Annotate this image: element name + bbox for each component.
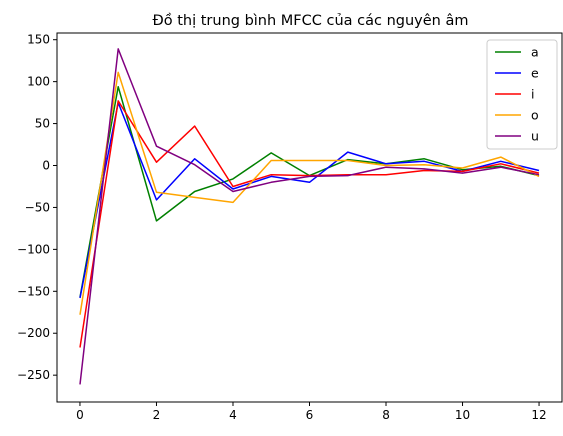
x-tick-label: 10 xyxy=(455,408,470,422)
y-axis-ticks: 150 100 50 0 −50 −100 −150 −200 −250 xyxy=(17,33,57,382)
y-tick-label: 0 xyxy=(42,159,50,173)
legend-label-i: i xyxy=(531,87,534,102)
legend-box xyxy=(486,39,558,150)
y-tick-label: 50 xyxy=(35,117,50,131)
y-tick-label: −250 xyxy=(17,368,50,382)
legend-label-u: u xyxy=(531,129,539,144)
chart-title: Đồ thị trung bình MFCC của các nguyên âm xyxy=(153,12,469,29)
plot-area-frame xyxy=(56,32,563,403)
y-tick-label: −100 xyxy=(17,242,50,256)
series-line-i xyxy=(79,100,540,348)
series-line-u xyxy=(79,48,540,385)
y-tick-label: −200 xyxy=(17,326,50,340)
series-line-o xyxy=(79,71,540,315)
x-tick-label: 12 xyxy=(531,408,546,422)
x-tick-label: 6 xyxy=(306,408,314,422)
series-line-a xyxy=(79,85,540,298)
x-axis-ticks: 0 2 4 6 8 10 12 xyxy=(76,402,547,422)
x-tick-label: 8 xyxy=(382,408,390,422)
y-tick-label: −50 xyxy=(25,200,50,214)
x-tick-label: 0 xyxy=(76,408,84,422)
legend-label-e: e xyxy=(531,66,539,81)
x-tick-label: 2 xyxy=(153,408,161,422)
x-tick-label: 4 xyxy=(229,408,237,422)
legend-label-a: a xyxy=(531,45,539,60)
series-line-e xyxy=(79,101,540,299)
series-lines xyxy=(79,48,540,385)
y-tick-label: 100 xyxy=(27,75,50,89)
legend-label-o: o xyxy=(531,108,539,123)
y-tick-label: −150 xyxy=(17,284,50,298)
y-tick-label: 150 xyxy=(27,33,50,47)
